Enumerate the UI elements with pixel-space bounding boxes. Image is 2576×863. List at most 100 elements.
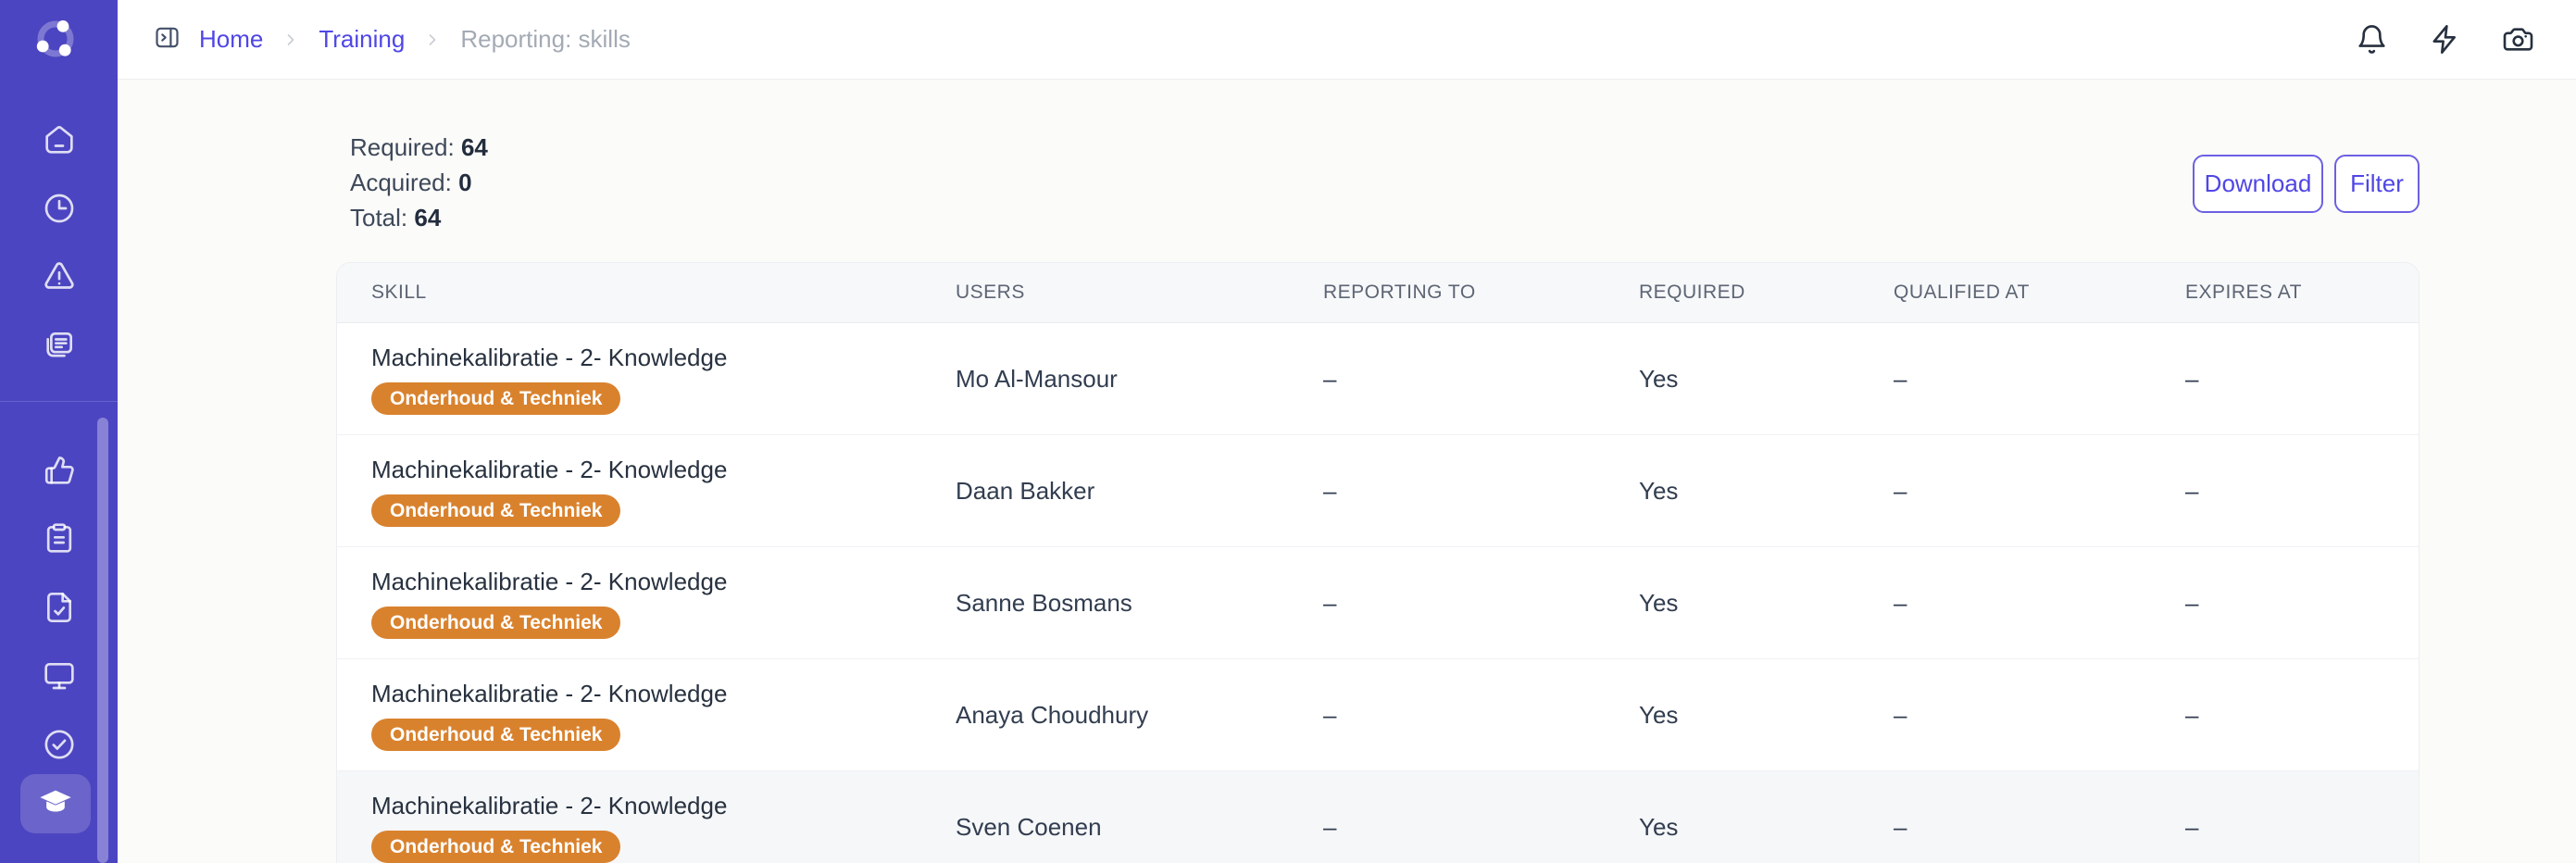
table-row[interactable]: Machinekalibratie - 2- Knowledge Onderho… [337, 323, 2419, 435]
reporting-to-value: – [1323, 700, 1337, 729]
reporting-to-value: – [1323, 588, 1337, 617]
sidebar [0, 0, 118, 863]
user-name: Sven Coenen [956, 812, 1102, 841]
screenshot-camera-icon[interactable] [2501, 22, 2535, 56]
sidebar-divider [0, 401, 118, 402]
column-header-required: REQUIRED [1639, 281, 1745, 303]
qualified-at-value: – [1894, 476, 1907, 505]
table-row[interactable]: Machinekalibratie - 2- Knowledge Onderho… [337, 435, 2419, 547]
stat-total-label: Total: [350, 204, 408, 231]
skill-name: Machinekalibratie - 2- Knowledge [371, 343, 728, 371]
sidebar-item-home[interactable] [0, 107, 118, 176]
skill-category-badge: Onderhoud & Techniek [371, 830, 621, 863]
chevron-right-icon [281, 31, 300, 49]
file-check-icon [41, 589, 78, 631]
breadcrumb-home[interactable]: Home [199, 25, 264, 53]
sidebar-panel-icon [153, 23, 181, 56]
column-header-skill: SKILL [371, 281, 427, 303]
stat-acquired-label: Acquired: [350, 169, 452, 196]
stat-acquired-value: 0 [458, 169, 472, 196]
monitor-icon [41, 657, 78, 699]
skills-report-table: SKILL USERS REPORTING TO REQUIRED QUALIF… [336, 262, 2420, 863]
column-header-qualified-at: QUALIFIED AT [1894, 281, 2030, 303]
user-name: Sanne Bosmans [956, 588, 1132, 617]
pages-list-icon [41, 327, 78, 369]
breadcrumb-training[interactable]: Training [319, 25, 406, 53]
reporting-to-value: – [1323, 364, 1337, 393]
user-name: Mo Al-Mansour [956, 364, 1118, 393]
home-icon [41, 121, 78, 163]
sidebar-item-library[interactable] [0, 313, 118, 381]
skill-category-badge: Onderhoud & Techniek [371, 494, 621, 527]
warning-triangle-icon [41, 258, 78, 300]
skill-name: Machinekalibratie - 2- Knowledge [371, 567, 728, 595]
stat-total-value: 64 [414, 204, 442, 231]
skill-name: Machinekalibratie - 2- Knowledge [371, 455, 728, 483]
required-value: Yes [1639, 364, 1679, 393]
skill-category-badge: Onderhoud & Techniek [371, 718, 621, 751]
stat-total: Total: 64 [350, 200, 488, 235]
expires-at-value: – [2185, 476, 2199, 505]
stat-required: Required: 64 [350, 130, 488, 165]
required-value: Yes [1639, 588, 1679, 617]
required-value: Yes [1639, 812, 1679, 841]
graduation-cap-icon [37, 783, 74, 825]
breadcrumb: Home Training Reporting: skills [199, 0, 631, 79]
column-header-expires-at: EXPIRES AT [2185, 281, 2302, 303]
summary-stats: Required: 64 Acquired: 0 Total: 64 [350, 130, 488, 235]
clock-icon [41, 190, 78, 231]
skill-name: Machinekalibratie - 2- Knowledge [371, 679, 728, 707]
filter-button[interactable]: Filter [2334, 155, 2420, 213]
table-row[interactable]: Machinekalibratie - 2- Knowledge Onderho… [337, 547, 2419, 659]
skill-category-badge: Onderhoud & Techniek [371, 381, 621, 415]
download-button[interactable]: Download [2193, 155, 2323, 213]
reporting-to-value: – [1323, 476, 1337, 505]
skill-category-badge: Onderhoud & Techniek [371, 606, 621, 639]
table-body: Machinekalibratie - 2- Knowledge Onderho… [337, 323, 2419, 863]
clipboard-icon [41, 520, 78, 562]
sidebar-toggle-button[interactable] [148, 21, 185, 58]
reporting-to-value: – [1323, 812, 1337, 841]
user-name: Anaya Choudhury [956, 700, 1149, 729]
expires-at-value: – [2185, 588, 2199, 617]
required-value: Yes [1639, 700, 1679, 729]
column-header-users: USERS [956, 281, 1025, 303]
sidebar-scrollbar[interactable] [97, 418, 108, 863]
stat-required-value: 64 [460, 133, 488, 161]
thumbs-up-icon [41, 452, 78, 494]
required-value: Yes [1639, 476, 1679, 505]
quick-actions-bolt-icon[interactable] [2428, 22, 2462, 56]
app-logo-icon [28, 11, 83, 67]
sidebar-item-history[interactable] [0, 176, 118, 244]
qualified-at-value: – [1894, 588, 1907, 617]
expires-at-value: – [2185, 700, 2199, 729]
topbar-actions [2355, 0, 2535, 79]
sidebar-item-approvals[interactable] [0, 438, 118, 507]
skill-name: Machinekalibratie - 2- Knowledge [371, 791, 728, 819]
breadcrumb-current: Reporting: skills [460, 25, 631, 53]
table-row[interactable]: Machinekalibratie - 2- Knowledge Onderho… [337, 659, 2419, 771]
chevron-right-icon [423, 31, 442, 49]
sidebar-item-alerts[interactable] [0, 244, 118, 313]
sidebar-item-documents[interactable] [0, 575, 118, 644]
qualified-at-value: – [1894, 812, 1907, 841]
stat-required-label: Required: [350, 133, 455, 161]
user-name: Daan Bakker [956, 476, 1095, 505]
table-header-row: SKILL USERS REPORTING TO REQUIRED QUALIF… [337, 263, 2419, 323]
qualified-at-value: – [1894, 700, 1907, 729]
expires-at-value: – [2185, 812, 2199, 841]
notifications-bell-icon[interactable] [2355, 22, 2389, 56]
table-row[interactable]: Machinekalibratie - 2- Knowledge Onderho… [337, 771, 2419, 863]
topbar: Home Training Reporting: skills [118, 0, 2576, 80]
expires-at-value: – [2185, 364, 2199, 393]
sidebar-nav-bottom [0, 438, 118, 781]
sidebar-item-screens[interactable] [0, 644, 118, 712]
qualified-at-value: – [1894, 364, 1907, 393]
stat-acquired: Acquired: 0 [350, 165, 488, 200]
sidebar-item-training-active[interactable] [20, 774, 91, 833]
column-header-reporting-to: REPORTING TO [1323, 281, 1476, 303]
sidebar-nav-top [0, 107, 118, 381]
sidebar-item-tasks[interactable] [0, 507, 118, 575]
sidebar-item-checks[interactable] [0, 712, 118, 781]
check-circle-icon [41, 726, 78, 768]
